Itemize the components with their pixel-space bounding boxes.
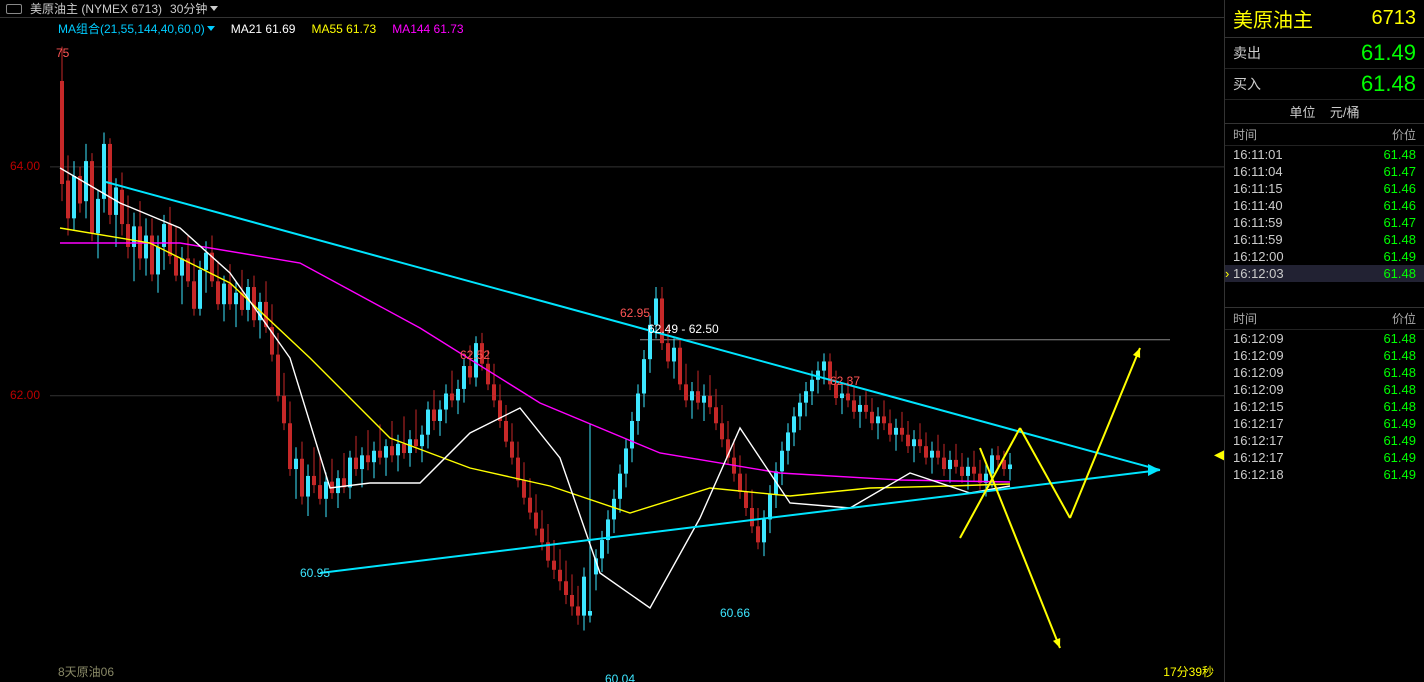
symbol-label: 美原油主 (NYMEX 6713) — [30, 0, 162, 17]
ticks-list-bottom: 16:12:0961.4816:12:0961.4816:12:0961.481… — [1225, 330, 1424, 483]
tick-row: 16:11:0161.48 — [1225, 146, 1424, 163]
tick-row: 16:12:0961.48 — [1225, 364, 1424, 381]
buy-label: 买入 — [1233, 74, 1261, 94]
tick-row: 16:11:1561.46 — [1225, 180, 1424, 197]
chevron-down-icon — [210, 6, 218, 11]
tick-row: 16:11:4061.46 — [1225, 197, 1424, 214]
tick-row: 16:12:1761.49 — [1225, 415, 1424, 432]
tick-row: 16:12:0961.48 — [1225, 381, 1424, 398]
tick-row: 16:12:1561.48 — [1225, 398, 1424, 415]
unit-row: 单位 元/桶 — [1225, 100, 1424, 124]
buy-price: 61.48 — [1361, 71, 1416, 97]
tick-row: 16:11:0461.47 — [1225, 163, 1424, 180]
tick-row: 16:11:5961.47 — [1225, 214, 1424, 231]
quote-panel: 美原油主 6713 卖出 61.49 买入 61.48 单位 元/桶 时间 价位… — [1224, 0, 1424, 682]
tick-row: 16:12:1861.49 — [1225, 466, 1424, 483]
ticks-list-top: 16:11:0161.4816:11:0461.4716:11:1561.461… — [1225, 146, 1424, 282]
tick-row: 16:11:5961.48 — [1225, 231, 1424, 248]
timeframe-label: 30分钟 — [170, 0, 207, 17]
left-footer-label: 8天原油06 — [58, 663, 114, 680]
ticks-header-2: 时间 价位 — [1225, 308, 1424, 330]
panel-code: 6713 — [1372, 7, 1417, 30]
link-icon — [6, 4, 22, 14]
tick-row: 16:12:0061.49 — [1225, 248, 1424, 265]
buy-row: 买入 61.48 — [1225, 69, 1424, 100]
ticks-header: 时间 价位 — [1225, 124, 1424, 146]
tick-row: 16:12:1761.49 — [1225, 432, 1424, 449]
tick-row: 16:12:0961.48 — [1225, 347, 1424, 364]
sell-price: 61.49 — [1361, 40, 1416, 66]
tick-row: 16:12:1761.49 — [1225, 449, 1424, 466]
candlestick-chart[interactable]: 8天原油06 17分39秒 64.0062.0062.49 - 62.50756… — [0, 18, 1224, 682]
tick-row: ›16:12:0361.48 — [1225, 265, 1424, 282]
chart-header: 美原油主 (NYMEX 6713) 30分钟 — [0, 0, 1224, 18]
timeframe-selector[interactable]: 30分钟 — [170, 0, 218, 17]
panel-symbol: 美原油主 — [1233, 4, 1313, 33]
countdown-label: 17分39秒 — [1163, 663, 1214, 680]
sell-row: 卖出 61.49 — [1225, 38, 1424, 69]
tick-row: 16:12:0961.48 — [1225, 330, 1424, 347]
sell-label: 卖出 — [1233, 43, 1261, 63]
panel-title-row: 美原油主 6713 — [1225, 0, 1424, 38]
